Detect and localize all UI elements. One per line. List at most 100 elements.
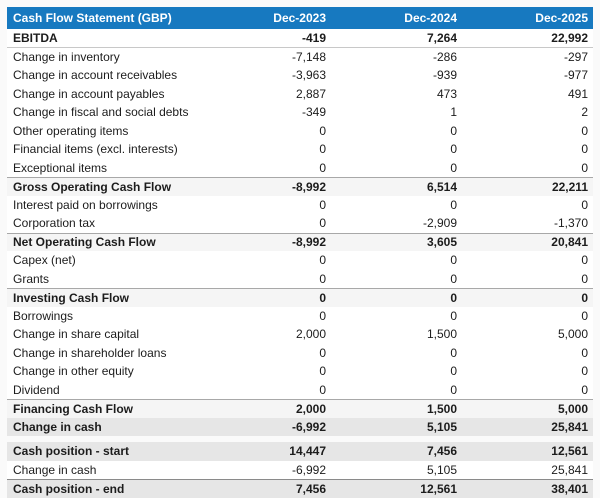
table-row: Exceptional items 0 0 0 <box>7 158 593 177</box>
row-value: 0 <box>319 160 326 175</box>
table-row: Financing Cash Flow 2,000 1,500 5,000 <box>7 399 593 418</box>
row-label: Investing Cash Flow <box>13 290 130 305</box>
table-title: Cash Flow Statement (GBP) <box>13 11 172 25</box>
row-value: 2,887 <box>295 86 326 101</box>
table-row: EBITDA -419 7,264 22,992 <box>7 29 593 48</box>
table-row: Change in inventory -7,148 -286 -297 <box>7 47 593 66</box>
row-value: 22,992 <box>551 30 588 45</box>
row-value: 38,401 <box>551 481 588 496</box>
row-label: Capex (net) <box>13 253 76 268</box>
row-value: 0 <box>319 345 326 360</box>
column-header-dec-2023: Dec-2023 <box>273 11 326 25</box>
row-value: 0 <box>450 253 457 268</box>
row-value: 0 <box>319 290 326 305</box>
row-label: Other operating items <box>13 123 129 138</box>
row-value: 2 <box>581 105 588 120</box>
row-label: Change in inventory <box>13 49 120 64</box>
row-label: Dividend <box>13 382 60 397</box>
table-header-row: Cash Flow Statement (GBP) Dec-2023 Dec-2… <box>7 7 593 29</box>
row-value: -2,909 <box>422 216 457 231</box>
row-value: 0 <box>581 123 588 138</box>
row-label: Change in cash <box>13 462 97 477</box>
row-label: Borrowings <box>13 308 74 323</box>
row-value: 0 <box>319 382 326 397</box>
table-row: Change in share capital 2,000 1,500 5,00… <box>7 325 593 344</box>
row-value: 1 <box>450 105 457 120</box>
table-row: Change in cash -6,992 5,105 25,841 <box>7 460 593 479</box>
row-value: 5,000 <box>557 401 588 416</box>
row-label: EBITDA <box>13 30 58 45</box>
row-value: 25,841 <box>551 462 588 477</box>
row-value: 1,500 <box>426 327 457 342</box>
row-value: 0 <box>319 123 326 138</box>
row-value: 5,105 <box>426 462 457 477</box>
row-value: 0 <box>319 364 326 379</box>
table-row: Change in account receivables -3,963 -93… <box>7 66 593 85</box>
row-label: Financial items (excl. interests) <box>13 142 178 157</box>
row-label: Change in shareholder loans <box>13 345 167 360</box>
table-row: Dividend 0 0 0 <box>7 380 593 399</box>
row-label: Change in account payables <box>13 86 165 101</box>
row-value: 0 <box>581 290 588 305</box>
row-label: Net Operating Cash Flow <box>13 235 156 250</box>
row-value: 7,456 <box>295 481 326 496</box>
row-value: 0 <box>581 253 588 268</box>
row-value: 0 <box>581 345 588 360</box>
table-row: Cash position - start 14,447 7,456 12,56… <box>7 442 593 461</box>
row-value: 0 <box>450 142 457 157</box>
row-label: Cash position - start <box>13 444 130 459</box>
row-value: 0 <box>450 364 457 379</box>
row-label: Change in fiscal and social debts <box>13 105 189 120</box>
table-row: Capex (net) 0 0 0 <box>7 251 593 270</box>
table-row: Investing Cash Flow 0 0 0 <box>7 288 593 307</box>
row-value: 0 <box>581 142 588 157</box>
row-label: Gross Operating Cash Flow <box>13 179 172 194</box>
row-value: 0 <box>581 160 588 175</box>
table-row: Other operating items 0 0 0 <box>7 121 593 140</box>
row-label: Grants <box>13 271 50 286</box>
row-value: -939 <box>432 68 457 83</box>
row-value: -6,992 <box>291 419 326 434</box>
table-row: Change in cash -6,992 5,105 25,841 <box>7 417 593 436</box>
table-row: Net Operating Cash Flow -8,992 3,605 20,… <box>7 232 593 251</box>
column-header-dec-2024: Dec-2024 <box>404 11 457 25</box>
row-value: -977 <box>563 68 588 83</box>
section-gap <box>7 436 593 442</box>
row-value: 12,561 <box>551 444 588 459</box>
row-value: 22,211 <box>551 179 588 194</box>
table-row: Financial items (excl. interests) 0 0 0 <box>7 140 593 159</box>
row-label: Change in share capital <box>13 327 140 342</box>
row-label: Cash position - end <box>13 481 125 496</box>
row-value: 0 <box>581 382 588 397</box>
row-value: 0 <box>319 308 326 323</box>
row-label: Change in cash <box>13 419 102 434</box>
row-value: 0 <box>319 142 326 157</box>
row-value: 0 <box>450 160 457 175</box>
row-value: -349 <box>301 105 326 120</box>
row-value: 0 <box>319 197 326 212</box>
row-value: 12,561 <box>420 481 457 496</box>
row-value: -286 <box>432 49 457 64</box>
column-header-dec-2025: Dec-2025 <box>535 11 588 25</box>
row-value: 0 <box>450 345 457 360</box>
row-value: -1,370 <box>553 216 588 231</box>
row-label: Interest paid on borrowings <box>13 197 158 212</box>
row-value: 0 <box>450 123 457 138</box>
row-value: 0 <box>319 216 326 231</box>
row-label: Change in account receivables <box>13 68 178 83</box>
row-value: 0 <box>450 382 457 397</box>
table-row: Change in other equity 0 0 0 <box>7 362 593 381</box>
row-value: 0 <box>450 271 457 286</box>
row-value: 0 <box>581 197 588 212</box>
row-value: -419 <box>301 30 326 45</box>
row-value: 5,000 <box>557 327 588 342</box>
row-value: 0 <box>450 308 457 323</box>
table-row: Change in shareholder loans 0 0 0 <box>7 343 593 362</box>
row-value: -6,992 <box>291 462 326 477</box>
row-value: 2,000 <box>295 327 326 342</box>
table-row: Change in account payables 2,887 473 491 <box>7 84 593 103</box>
table-row: Corporation tax 0 -2,909 -1,370 <box>7 214 593 233</box>
row-value: 0 <box>581 308 588 323</box>
row-value: 0 <box>581 364 588 379</box>
table-row: Interest paid on borrowings 0 0 0 <box>7 195 593 214</box>
